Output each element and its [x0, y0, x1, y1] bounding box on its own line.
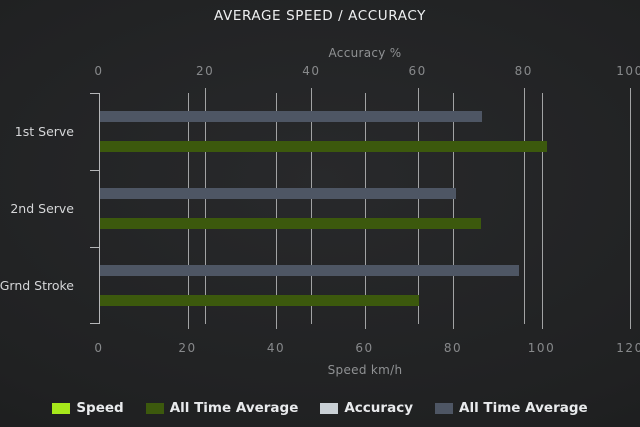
- top-tick-mark-80: [523, 88, 525, 93]
- top-gridline-20: [205, 93, 207, 324]
- top-tick-label-0: 0: [94, 64, 104, 78]
- top-tick-label-80: 80: [514, 64, 533, 78]
- speed-avg-bar-2nd-serve: [100, 218, 481, 229]
- top-tick-mark-100: [630, 88, 631, 93]
- top-tick-mark-20: [205, 88, 207, 93]
- bottom-gridline-60: [364, 93, 366, 324]
- bottom-tick-mark-40: [276, 324, 277, 329]
- bottom-gridline-100: [541, 93, 543, 324]
- left-axis-spine: [99, 93, 100, 324]
- bottom-tick-mark-120: [630, 324, 631, 329]
- top-axis-tick-labels: 0 20 40 60 80 100: [94, 64, 640, 79]
- legend-label: Accuracy: [344, 400, 413, 416]
- bottom-tick-label-120: 120: [616, 341, 640, 355]
- bottom-tick-mark-60: [364, 324, 366, 329]
- top-tick-label-100: 100: [616, 64, 640, 78]
- bottom-axis-tick-labels: 0 20 40 60 80 100 120: [94, 341, 640, 356]
- legend-label: Speed: [76, 400, 124, 416]
- bottom-tick-label-60: 60: [355, 341, 374, 355]
- legend-item-all-time-average-speed: All Time Average: [145, 400, 299, 416]
- accuracy-avg-bar-grnd-stroke: [100, 265, 520, 276]
- accuracy-avg-bar-1st-serve: [100, 111, 483, 122]
- category-tick-mark: [90, 323, 99, 324]
- bottom-tick-mark-20: [187, 324, 189, 329]
- legend-swatch: [145, 402, 164, 414]
- bottom-gridline-80: [453, 93, 454, 324]
- category-tick-mark: [90, 170, 99, 171]
- category-label-grnd-stroke: Grnd Stroke: [0, 278, 74, 293]
- legend-item-accuracy-accuracy: Accuracy: [320, 400, 413, 416]
- legend-item-speed-speed: Speed: [52, 400, 124, 416]
- category-label-1st-serve: 1st Serve: [14, 124, 74, 139]
- top-tick-mark-40: [311, 88, 313, 93]
- bottom-tick-label-0: 0: [94, 341, 104, 355]
- accuracy-avg-bar-2nd-serve: [100, 188, 456, 199]
- bottom-gridline-120: [630, 93, 631, 324]
- bottom-tick-mark-80: [453, 324, 454, 329]
- category-label-2nd-serve: 2nd Serve: [10, 201, 74, 216]
- top-axis-label: Accuracy %: [328, 46, 402, 60]
- plot-area: [90, 88, 631, 329]
- legend-label: All Time Average: [459, 400, 588, 416]
- speed-avg-bar-grnd-stroke: [100, 295, 419, 306]
- top-gridline-60: [417, 93, 419, 324]
- bottom-tick-mark-100: [541, 324, 543, 329]
- bottom-axis-label: Speed km/h: [327, 363, 403, 377]
- speed-avg-bar-1st-serve: [100, 141, 547, 152]
- category-tick-mark: [90, 93, 99, 94]
- legend-swatch: [320, 402, 339, 414]
- top-gridline-80: [523, 93, 525, 324]
- legend-swatch: [435, 402, 453, 414]
- legend-item-all-time-average-accuracy: All Time Average: [435, 400, 588, 416]
- top-tick-mark-60: [417, 88, 419, 93]
- chart-title: AVERAGE SPEED / ACCURACY: [214, 8, 426, 24]
- bottom-tick-label-40: 40: [266, 341, 286, 355]
- top-tick-label-60: 60: [408, 64, 427, 78]
- bottom-tick-label-100: 100: [527, 341, 556, 355]
- chart-legend: Speed All Time Average Accuracy All Time Av…: [0, 398, 640, 418]
- category-tick-mark: [90, 247, 99, 248]
- bottom-gridline-20: [187, 93, 189, 324]
- legend-swatch: [52, 402, 71, 414]
- bottom-gridline-40: [276, 93, 277, 324]
- bottom-tick-label-80: 80: [443, 341, 463, 355]
- top-tick-label-40: 40: [302, 64, 321, 78]
- category-axis: 1st Serve 2nd Serve Grnd Stroke: [0, 93, 87, 324]
- bottom-tick-label-20: 20: [178, 341, 197, 355]
- top-gridline-40: [311, 93, 313, 324]
- legend-label: All Time Average: [169, 400, 299, 416]
- top-tick-label-20: 20: [196, 64, 215, 78]
